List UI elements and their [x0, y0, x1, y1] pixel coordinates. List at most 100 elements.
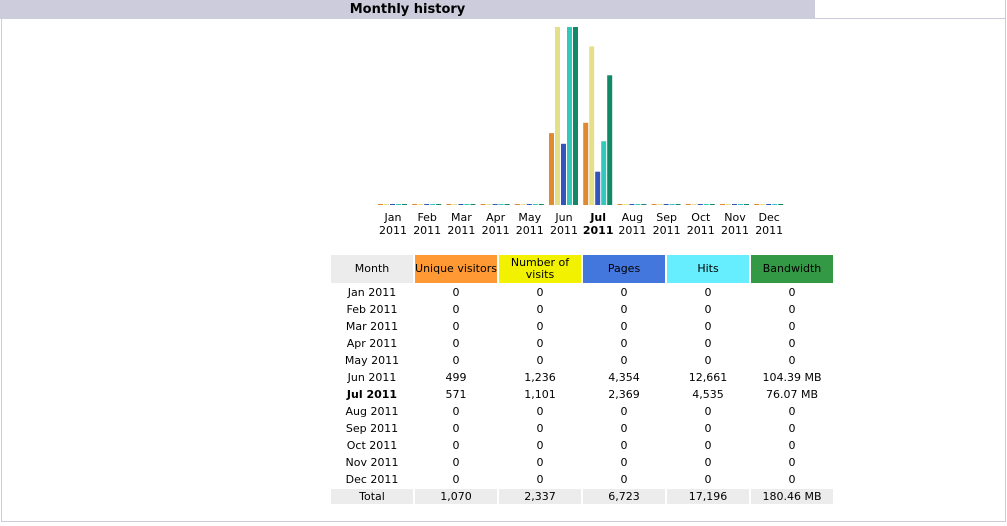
table-header: Month Unique visitors Number of visits Page… — [331, 255, 833, 283]
bar — [685, 204, 691, 205]
bar — [549, 133, 554, 205]
bar — [430, 204, 436, 205]
value-cell: 0 — [536, 320, 544, 333]
bar — [520, 204, 526, 205]
bar — [452, 204, 458, 205]
value-cell: 0 — [788, 456, 796, 469]
bar — [378, 204, 383, 205]
bar — [390, 204, 395, 205]
column-header: Unique visitors — [415, 255, 497, 283]
column-header: Bandwidth — [751, 255, 833, 283]
bar — [669, 204, 675, 205]
column-header: Number of visits — [499, 255, 581, 283]
bar — [470, 204, 476, 205]
month-label: Sep 2011 — [652, 211, 681, 237]
bar — [766, 204, 772, 205]
bar — [778, 204, 784, 205]
bar — [538, 204, 544, 205]
value-cell: 0 — [620, 354, 628, 367]
bar — [744, 204, 749, 205]
bar — [436, 204, 442, 205]
value-cell: 0 — [704, 439, 712, 452]
table-body: Jan 2011 0 0 0 0 0 Feb 2011 0 0 0 0 0 Mar 2011 0 0 0 0 0 A… — [331, 285, 833, 504]
value-cell: 0 — [704, 286, 712, 299]
month-cell: Feb 2011 — [346, 303, 398, 316]
table-row: Sep 2011 0 0 0 0 0 — [331, 421, 833, 436]
bar — [492, 204, 498, 205]
bar — [486, 204, 492, 205]
bar — [760, 204, 766, 205]
value-cell: 4,354 — [608, 371, 640, 384]
bar — [601, 141, 607, 205]
bar — [697, 204, 703, 205]
value-cell: 0 — [704, 473, 712, 486]
month-cell: Jul 2011 — [346, 388, 398, 401]
bar — [396, 204, 401, 205]
value-cell: 2,369 — [608, 388, 640, 401]
table-row: Feb 2011 0 0 0 0 0 — [331, 302, 833, 317]
section-title: Monthly history — [349, 2, 466, 17]
month-label: Aug 2011 — [618, 211, 647, 237]
value-cell: 4,535 — [692, 388, 724, 401]
month-label: Nov 2011 — [721, 211, 749, 237]
table-row: Jun 2011 499 1,236 4,354 12,661 104.39 MB — [331, 370, 833, 385]
value-cell: 0 — [704, 337, 712, 350]
value-cell: 0 — [620, 303, 628, 316]
month-label: Apr 2011 — [481, 211, 510, 237]
month-cell: Mar 2011 — [345, 320, 399, 333]
table-row: Aug 2011 0 0 0 0 0 — [331, 404, 833, 419]
value-cell: 0 — [788, 354, 796, 367]
month-cell: May 2011 — [344, 354, 400, 367]
month-label: Oct 2011 — [686, 211, 715, 237]
value-cell: 0 — [620, 320, 628, 333]
bar — [498, 204, 504, 205]
value-cell: 0 — [452, 320, 460, 333]
value-cell: 0 — [788, 473, 796, 486]
value-cell: 0 — [536, 354, 544, 367]
month-label: Jul 2011 — [582, 211, 614, 237]
total-row: Total 1,070 2,337 6,723 17,196 180.46 MB — [331, 489, 833, 504]
month-cell: Apr 2011 — [346, 337, 398, 350]
month-cell: Jun 2011 — [347, 371, 397, 384]
bar — [738, 204, 743, 205]
month-label: Dec 2011 — [755, 211, 784, 237]
column-header: Hits — [667, 255, 749, 283]
value-cell: 0 — [452, 422, 460, 435]
month-cell: Sep 2011 — [345, 422, 399, 435]
value-cell: 0 — [536, 456, 544, 469]
bar — [561, 143, 566, 205]
value-cell: 0 — [536, 405, 544, 418]
month-cell: Nov 2011 — [345, 456, 399, 469]
bar — [446, 204, 452, 205]
bar — [595, 171, 601, 205]
value-cell: 0 — [452, 473, 460, 486]
month-label: Jan 2011 — [379, 211, 407, 237]
value-cell: 12,661 — [688, 371, 728, 384]
month-label: Mar 2011 — [447, 211, 476, 237]
value-cell: 0 — [704, 405, 712, 418]
total-cell: 1,070 — [415, 489, 497, 504]
value-cell: 0 — [536, 422, 544, 435]
bar — [732, 204, 737, 205]
bar — [651, 204, 657, 205]
chart — [378, 27, 784, 206]
value-cell: 0 — [788, 320, 796, 333]
bar — [772, 204, 778, 205]
bar — [691, 204, 697, 205]
table-row: Oct 2011 0 0 0 0 0 — [331, 438, 833, 453]
value-cell: 0 — [620, 286, 628, 299]
bar — [424, 204, 430, 205]
value-cell: 0 — [788, 422, 796, 435]
bar — [384, 204, 389, 205]
bar — [709, 204, 715, 205]
table-row: Jul 2011 571 1,101 2,369 4,535 76.07 MB — [331, 387, 833, 402]
value-cell: 0 — [536, 337, 544, 350]
value-cell: 0 — [620, 422, 628, 435]
bar — [617, 204, 623, 205]
header-spacer — [815, 0, 1005, 19]
value-cell: 0 — [620, 405, 628, 418]
history-table: Month Unique visitors Number of visits Page… — [329, 253, 835, 506]
value-cell: 0 — [452, 354, 460, 367]
value-cell: 0 — [536, 286, 544, 299]
